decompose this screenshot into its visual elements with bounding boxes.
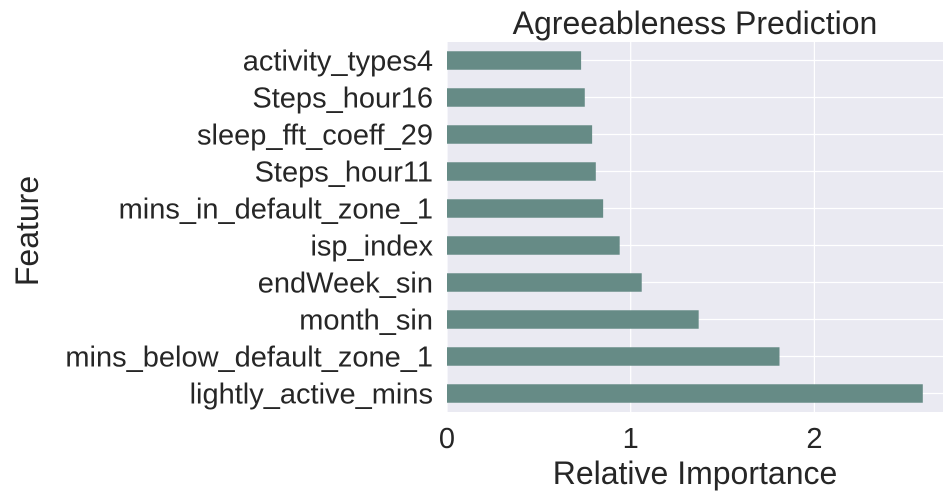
chart-title: Agreeableness Prediction	[513, 5, 878, 41]
bar-steps-hour11	[447, 162, 596, 181]
bar-isp-index	[447, 236, 620, 255]
bar-endweek-sin	[447, 273, 642, 292]
x-tick-label: 2	[806, 423, 822, 455]
bar-mins-below-default-zone-1	[447, 347, 780, 366]
y-tick-label: sleep_fft_coeff_29	[197, 120, 433, 152]
bar-sleep-fft-coeff-29	[447, 125, 593, 144]
y-tick-labels: activity_types4 Steps_hour16 sleep_fft_coe…	[65, 46, 433, 411]
y-tick-label: mins_below_default_zone_1	[65, 342, 433, 374]
y-axis-label: Feature	[9, 176, 45, 286]
y-tick-label: endWeek_sin	[258, 268, 433, 300]
bar-lightly-active-mins	[447, 384, 923, 403]
y-tick-label: Steps_hour16	[252, 83, 433, 115]
x-tick-labels: 0 1 2	[439, 423, 823, 455]
x-axis-label: Relative Importance	[553, 455, 838, 491]
y-tick-label: activity_types4	[243, 46, 433, 78]
y-tick-label: month_sin	[299, 305, 433, 337]
bar-activity-types4	[447, 51, 582, 70]
bar-mins-in-default-zone-1	[447, 199, 604, 218]
y-tick-label: Steps_hour11	[255, 157, 433, 189]
y-tick-label: mins_in_default_zone_1	[119, 194, 433, 226]
y-tick-label: lightly_active_mins	[190, 379, 433, 411]
x-tick-label: 0	[439, 423, 455, 455]
bar-month-sin	[447, 310, 699, 329]
x-tick-label: 1	[623, 423, 639, 455]
bars	[447, 51, 923, 403]
bar-steps-hour16	[447, 88, 585, 107]
y-tick-label: isp_index	[310, 231, 433, 263]
